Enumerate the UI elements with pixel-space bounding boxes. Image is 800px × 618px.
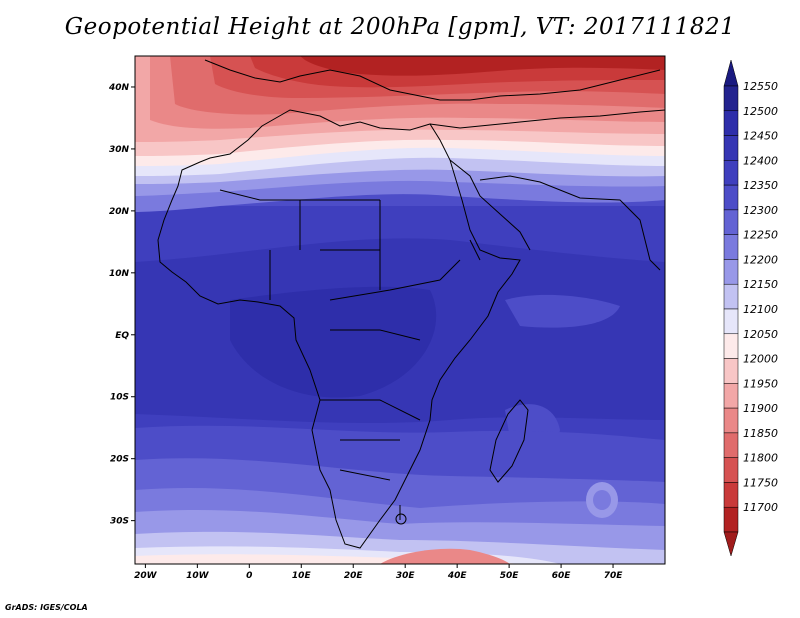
colorbar-label: 12450 <box>743 130 778 143</box>
colorbar-swatch <box>723 432 739 458</box>
y-tick-label: 10N <box>109 269 130 279</box>
x-tick-label: 40E <box>447 571 468 581</box>
colorbar-swatch <box>723 110 739 136</box>
y-tick-label: EQ <box>115 331 129 341</box>
colorbar-label: 12100 <box>743 303 778 316</box>
colorbar-label: 11750 <box>743 476 778 489</box>
colorbar-max-arrow <box>723 59 739 87</box>
colorbar-swatch <box>723 333 739 359</box>
colorbar-swatch <box>723 457 739 483</box>
x-tick-label: 30E <box>396 571 416 581</box>
colorbar-swatch <box>723 184 739 211</box>
colorbar-label: 12050 <box>743 328 778 341</box>
colorbar-label: 12400 <box>743 154 778 167</box>
colorbar-swatch <box>723 259 739 285</box>
colorbar-label: 11800 <box>743 452 778 465</box>
x-tick-label: 50E <box>500 571 520 581</box>
y-tick-label: 10S <box>110 393 129 403</box>
x-tick-label: 20W <box>134 571 158 581</box>
colorbar-swatch <box>723 160 739 186</box>
axis-ticks: 20W 10W 0 10E 20E 30E 40E 50E 60E 70E 40N 30N 20N 10N… <box>108 83 623 581</box>
y-tick-label: 40N <box>108 83 130 93</box>
colorbar-label: 12300 <box>743 204 778 217</box>
footer-credit: GrADS: IGES/COLA <box>5 603 88 612</box>
colorbar-label: 12250 <box>743 229 778 242</box>
colorbar-label: 11900 <box>743 402 778 415</box>
y-tick-label: 30S <box>110 517 129 527</box>
colorbar-swatch <box>723 383 739 409</box>
colorbar-label: 11950 <box>743 377 778 390</box>
colorbar-swatch <box>723 506 739 533</box>
coastlines <box>157 59 665 549</box>
colorbar-label: 12150 <box>743 278 778 291</box>
colorbar-label: 12500 <box>743 105 778 118</box>
colorbar-label: 12200 <box>743 253 778 266</box>
colorbar-label: 11850 <box>743 427 778 440</box>
colorbar-swatch <box>723 308 739 335</box>
colorbar-swatch <box>723 85 739 112</box>
map-title: Geopotential Height at 200hPa [gpm], VT:… <box>64 14 736 40</box>
colorbar-min-arrow <box>723 531 739 557</box>
y-tick-label: 20N <box>109 207 130 217</box>
colorbar: 12550 12500 12450 12400 12350 12300 12250 12200… <box>723 59 778 557</box>
colorbar-label: 12000 <box>743 353 778 366</box>
colorbar-label: 12350 <box>743 179 778 192</box>
x-tick-label: 10E <box>292 571 312 581</box>
colorbar-swatch <box>723 358 739 384</box>
colorbar-label: 12550 <box>743 80 778 93</box>
colorbar-swatch <box>723 407 739 434</box>
colorbar-label: 11700 <box>743 501 778 514</box>
x-tick-label: 20E <box>344 571 364 581</box>
colorbar-swatch <box>723 482 739 508</box>
colorbar-swatch <box>723 209 739 235</box>
colorbar-swatch <box>723 283 739 310</box>
plot-frame <box>134 55 666 565</box>
colorbar-swatch <box>723 135 739 161</box>
x-tick-label: 60E <box>552 571 572 581</box>
y-tick-label: 20S <box>110 455 129 465</box>
x-tick-label: 10W <box>186 571 210 581</box>
y-tick-label: 30N <box>109 145 130 155</box>
x-tick-label: 0 <box>246 571 252 581</box>
colorbar-swatch <box>723 234 739 260</box>
x-tick-label: 70E <box>604 571 624 581</box>
height-field <box>135 56 665 564</box>
